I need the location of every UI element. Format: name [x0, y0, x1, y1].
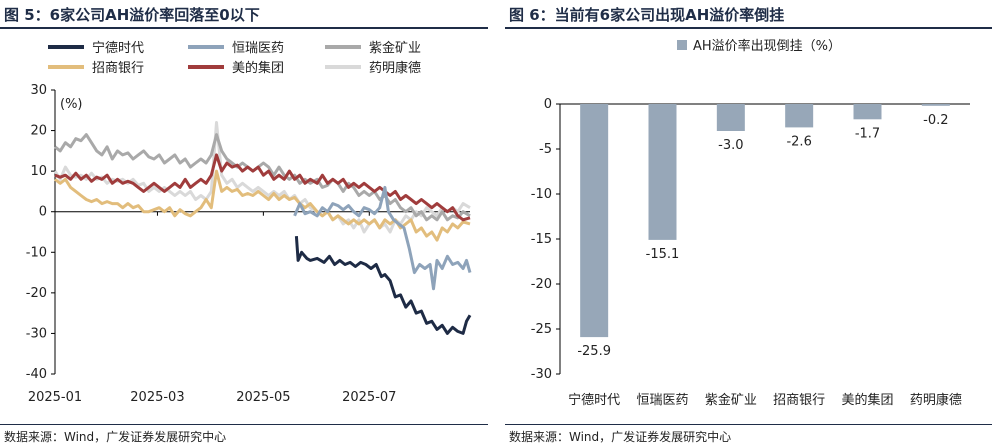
legend-label: 宁德时代	[92, 40, 144, 56]
legend-item: AH溢价率出现倒挂（%）	[677, 38, 841, 54]
legend-item: 美的集团	[188, 60, 284, 76]
line-chart-panel: 图 5：6家公司AH溢价率回落至0以下 宁德时代 恒瑞医药 紫金矿业招商银行 美的集团…	[0, 0, 488, 448]
x-category-label: 药明康德	[910, 392, 962, 408]
y-tick-label: -10	[26, 245, 47, 260]
legend-label: 恒瑞医药	[232, 41, 284, 56]
legend-item: 宁德时代	[48, 40, 144, 56]
bar	[716, 104, 745, 131]
y-tick-label: -5	[539, 142, 552, 157]
legend: AH溢价率出现倒挂（%）	[677, 38, 841, 54]
series-line-2	[293, 185, 472, 291]
title-rule	[0, 27, 488, 29]
y-tick-label: -10	[531, 187, 552, 202]
series-lines	[53, 121, 472, 335]
series-line-6	[53, 121, 471, 234]
bars: -25.9 宁德时代 -15.1 恒瑞医药 -3.0 紫金矿业 -2.6 招商银行 -1.7 美的…	[568, 104, 962, 408]
y-tick-label: -40	[26, 367, 47, 382]
legend-label: 美的集团	[232, 60, 284, 76]
x-tick-label: 2025-07	[342, 390, 396, 405]
x-category-label: 恒瑞医药	[636, 393, 688, 408]
bar	[921, 104, 950, 106]
series-line-3	[54, 133, 471, 222]
y-tick-label: 20	[30, 124, 47, 139]
bar-value-label: -3.0	[718, 138, 743, 153]
legend-item: 招商银行	[48, 61, 144, 76]
y-tick-label: 30	[30, 83, 47, 98]
axes: 30 20 10 0 -10 -20 -30 -40 2025-01 2025-03 2025-05…	[26, 83, 470, 405]
y-tick-label: 0	[39, 205, 47, 220]
y-tick-label: -30	[531, 367, 552, 382]
x-category-label: 美的集团	[841, 392, 893, 408]
y-tick-label: -20	[531, 277, 552, 292]
y-tick-label: -15	[531, 232, 552, 247]
legend-label: 招商银行	[92, 61, 144, 76]
title-rule	[505, 27, 992, 29]
x-tick-label: 2025-05	[236, 390, 290, 405]
x-category-label: 紫金矿业	[705, 392, 757, 408]
x-category-label: 宁德时代	[568, 392, 620, 408]
legend-item: 恒瑞医药	[188, 41, 284, 56]
series-line-5	[54, 153, 471, 222]
legend-label: 药明康德	[369, 60, 421, 76]
bar	[580, 104, 609, 338]
y-unit-label: (%)	[60, 97, 83, 112]
source-rule	[505, 424, 992, 425]
bar	[648, 104, 677, 240]
bar-value-label: -1.7	[855, 126, 880, 141]
y-tick-label: -20	[26, 286, 47, 301]
bar-chart: AH溢价率出现倒挂（%） 0 -5 -10 -15 -20 -25 -30 -25.9 宁德时…	[531, 38, 970, 408]
chart-title: 图 5：6家公司AH溢价率回落至0以下	[4, 6, 260, 24]
series-line-1	[294, 235, 472, 335]
x-tick-label: 2025-01	[28, 390, 82, 405]
legend-item: 紫金矿业	[325, 40, 421, 56]
y-tick-label: 0	[544, 97, 552, 112]
legend-item: 药明康德	[325, 60, 421, 76]
axes: 0 -5 -10 -15 -20 -25 -30	[531, 97, 970, 382]
bar	[785, 104, 814, 128]
x-category-label: 招商银行	[773, 393, 825, 408]
source-rule	[0, 424, 488, 425]
bar-value-label: -25.9	[577, 344, 611, 359]
source-note: 数据来源：Wind，广发证券发展研究中心	[509, 430, 732, 444]
series-line-4	[54, 169, 471, 242]
bar	[853, 104, 882, 120]
bar-chart-panel: 图 6：当前有6家公司出现AH溢价率倒挂 AH溢价率出现倒挂（%） 0 -5 -10…	[505, 0, 992, 448]
source-note: 数据来源：Wind，广发证券发展研究中心	[4, 430, 227, 444]
legend-label: 紫金矿业	[369, 40, 421, 56]
bar-value-label: -2.6	[786, 134, 811, 149]
chart-title: 图 6：当前有6家公司出现AH溢价率倒挂	[509, 6, 785, 24]
bar-value-label: -15.1	[646, 247, 680, 262]
y-tick-label: -30	[26, 326, 47, 341]
y-tick-label: -25	[531, 322, 552, 337]
bar-value-label: -0.2	[923, 113, 948, 128]
legend-label: AH溢价率出现倒挂（%）	[693, 38, 841, 54]
legend-swatch	[677, 40, 687, 50]
y-tick-label: 10	[30, 164, 47, 179]
x-tick-label: 2025-03	[130, 390, 184, 405]
